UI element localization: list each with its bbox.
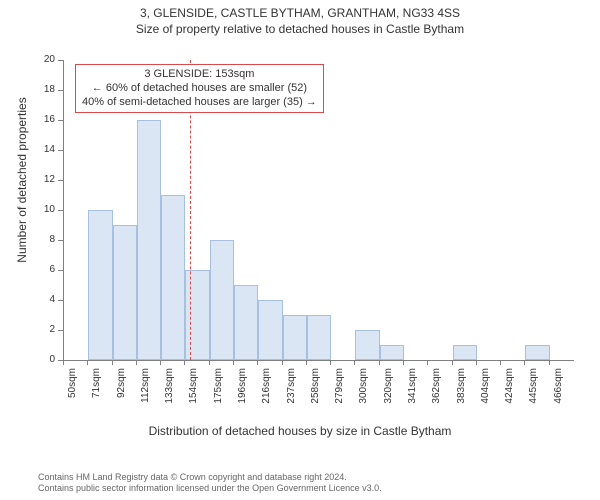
footer-line1: Contains HM Land Registry data © Crown c… [38, 472, 382, 483]
annotation-line1: 3 GLENSIDE: 153sqm [82, 68, 317, 82]
y-axis-label: Number of detached properties [15, 30, 29, 330]
histogram-bar [453, 345, 477, 360]
histogram-bar [525, 345, 549, 360]
x-tick-mark [354, 360, 355, 365]
x-tick-mark [160, 360, 161, 365]
x-tick-mark [233, 360, 234, 365]
x-tick-label: 154sqm [188, 368, 199, 418]
x-tick-label: 383sqm [456, 368, 467, 418]
histogram-bar [161, 195, 185, 360]
x-tick-mark [306, 360, 307, 365]
histogram-bar [210, 240, 234, 360]
y-tick-label: 6 [33, 264, 55, 275]
y-tick-mark [58, 180, 63, 181]
histogram-bar [258, 300, 282, 360]
histogram-bar [355, 330, 379, 360]
y-tick-mark [58, 60, 63, 61]
x-tick-label: 445sqm [528, 368, 539, 418]
x-tick-mark [500, 360, 501, 365]
x-tick-label: 50sqm [67, 368, 78, 418]
y-tick-label: 20 [33, 54, 55, 65]
footer-line2: Contains public sector information licen… [38, 483, 382, 494]
x-tick-mark [87, 360, 88, 365]
y-tick-label: 16 [33, 114, 55, 125]
x-tick-mark [282, 360, 283, 365]
y-tick-mark [58, 270, 63, 271]
y-tick-label: 12 [33, 174, 55, 185]
x-tick-label: 300sqm [358, 368, 369, 418]
x-axis-label: Distribution of detached houses by size … [0, 424, 600, 438]
y-tick-mark [58, 210, 63, 211]
histogram-bar [137, 120, 161, 360]
y-tick-mark [58, 240, 63, 241]
x-tick-mark [209, 360, 210, 365]
x-tick-label: 466sqm [553, 368, 564, 418]
x-tick-mark [330, 360, 331, 365]
y-tick-label: 4 [33, 294, 55, 305]
y-tick-label: 18 [33, 84, 55, 95]
x-tick-label: 112sqm [140, 368, 151, 418]
annotation-line3: 40% of semi-detached houses are larger (… [82, 96, 317, 110]
annotation-box: 3 GLENSIDE: 153sqm ← 60% of detached hou… [75, 64, 324, 113]
x-tick-mark [549, 360, 550, 365]
x-tick-label: 216sqm [261, 368, 272, 418]
histogram-bar [88, 210, 112, 360]
x-tick-label: 404sqm [480, 368, 491, 418]
y-tick-mark [58, 330, 63, 331]
x-tick-mark [379, 360, 380, 365]
x-tick-mark [112, 360, 113, 365]
x-tick-mark [184, 360, 185, 365]
chart-title-sub: Size of property relative to detached ho… [0, 22, 600, 36]
x-tick-mark [136, 360, 137, 365]
x-tick-label: 341sqm [407, 368, 418, 418]
histogram-bar [113, 225, 137, 360]
x-tick-mark [63, 360, 64, 365]
y-tick-label: 8 [33, 234, 55, 245]
histogram-bar [283, 315, 307, 360]
y-tick-label: 14 [33, 144, 55, 155]
x-tick-label: 133sqm [164, 368, 175, 418]
x-tick-mark [257, 360, 258, 365]
x-tick-label: 71sqm [91, 368, 102, 418]
annotation-line2: ← 60% of detached houses are smaller (52… [82, 82, 317, 96]
x-tick-label: 237sqm [286, 368, 297, 418]
histogram-bar [234, 285, 258, 360]
y-tick-mark [58, 150, 63, 151]
x-tick-label: 196sqm [237, 368, 248, 418]
chart-title-main: 3, GLENSIDE, CASTLE BYTHAM, GRANTHAM, NG… [0, 6, 600, 20]
x-tick-mark [452, 360, 453, 365]
histogram-bar [380, 345, 404, 360]
x-tick-label: 424sqm [504, 368, 515, 418]
y-tick-mark [58, 90, 63, 91]
y-tick-label: 0 [33, 354, 55, 365]
x-tick-label: 279sqm [334, 368, 345, 418]
histogram-bar [307, 315, 331, 360]
x-tick-mark [476, 360, 477, 365]
x-tick-mark [403, 360, 404, 365]
y-tick-mark [58, 300, 63, 301]
y-tick-mark [58, 120, 63, 121]
y-tick-label: 10 [33, 204, 55, 215]
x-tick-label: 175sqm [213, 368, 224, 418]
x-tick-label: 362sqm [431, 368, 442, 418]
x-tick-label: 320sqm [383, 368, 394, 418]
x-tick-label: 92sqm [116, 368, 127, 418]
y-tick-label: 2 [33, 324, 55, 335]
x-tick-label: 258sqm [310, 368, 321, 418]
footer-attribution: Contains HM Land Registry data © Crown c… [38, 472, 382, 494]
x-tick-mark [524, 360, 525, 365]
x-tick-mark [427, 360, 428, 365]
